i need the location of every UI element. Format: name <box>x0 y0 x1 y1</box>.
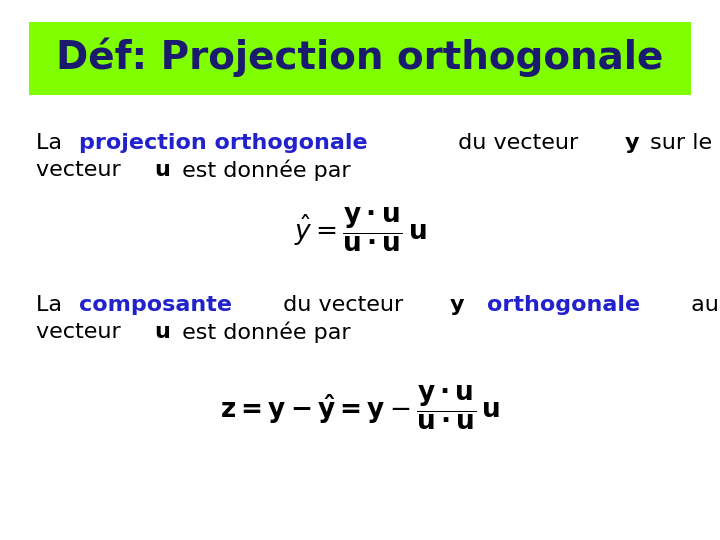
Text: u: u <box>155 322 171 342</box>
Text: composante: composante <box>78 295 232 315</box>
Text: orthogonale: orthogonale <box>487 295 640 315</box>
Text: $\mathbf{z = y - \hat{y} = y} - \dfrac{\mathbf{y \cdot u}}{\mathbf{u \cdot u}}\,: $\mathbf{z = y - \hat{y} = y} - \dfrac{\… <box>220 383 500 432</box>
Text: vecteur: vecteur <box>36 322 128 342</box>
Text: projection orthogonale: projection orthogonale <box>78 133 367 153</box>
Text: au: au <box>684 295 719 315</box>
Text: du vecteur: du vecteur <box>451 133 585 153</box>
Text: Déf: Projection orthogonale: Déf: Projection orthogonale <box>56 37 664 77</box>
Text: La: La <box>36 295 69 315</box>
Text: est donnée par: est donnée par <box>175 159 351 181</box>
Text: $\hat{y} = \dfrac{\mathbf{y \cdot u}}{\mathbf{u \cdot u}}\,\mathbf{u}$: $\hat{y} = \dfrac{\mathbf{y \cdot u}}{\m… <box>294 205 426 254</box>
Text: est donnée par: est donnée par <box>175 321 351 343</box>
Text: La: La <box>36 133 69 153</box>
Text: u: u <box>155 160 171 180</box>
Text: vecteur: vecteur <box>36 160 128 180</box>
FancyBboxPatch shape <box>29 22 691 94</box>
Text: du vecteur: du vecteur <box>276 295 410 315</box>
Text: y: y <box>449 295 464 315</box>
Text: sur le: sur le <box>643 133 712 153</box>
Text: y: y <box>624 133 639 153</box>
